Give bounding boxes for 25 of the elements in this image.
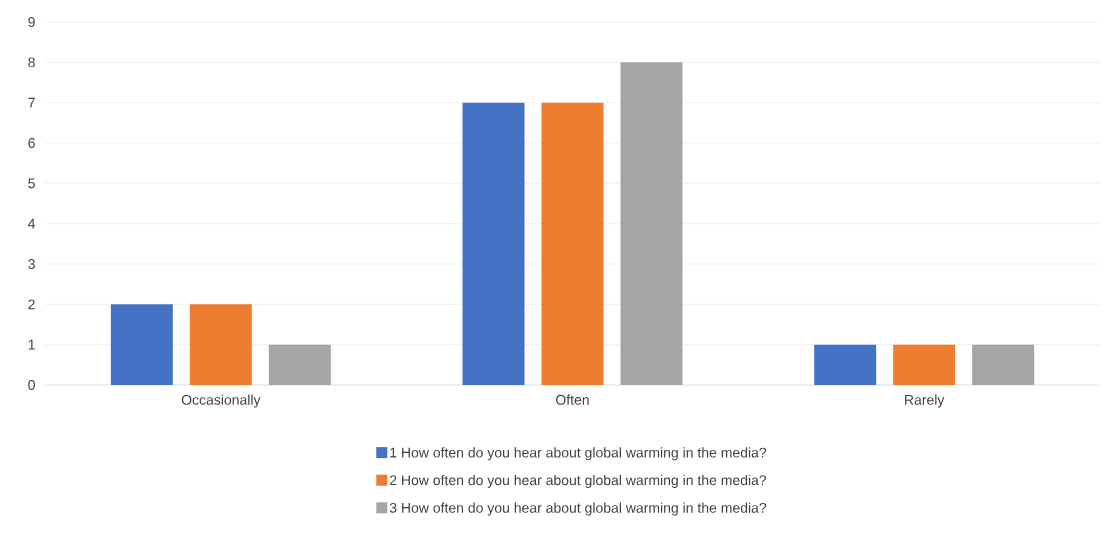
x-tick-label: Rarely (905, 394, 945, 408)
bar (268, 344, 331, 385)
legend-label: 2 How often do you hear about global warming in the media? (389, 474, 767, 488)
y-tick-label: 2 (28, 299, 35, 310)
bar (541, 102, 604, 385)
y-tick-label: 9 (28, 17, 35, 27)
x-tick-label: Often (556, 394, 589, 405)
legend-label: 1 How often do you hear about global warming in the media? (390, 447, 767, 461)
bar (972, 344, 1035, 385)
bar (189, 304, 252, 385)
legend-label: 3 How often do you hear about global warming in the media? (389, 502, 767, 516)
bar (462, 102, 525, 385)
y-tick-label: 1 (28, 339, 35, 350)
y-tick-label: 8 (28, 57, 35, 68)
y-tick-label: 6 (28, 138, 35, 148)
bar (814, 344, 877, 385)
y-tick-label: 5 (28, 178, 35, 189)
x-tick-label: Occasionally (181, 394, 261, 408)
y-tick-label: 0 (28, 380, 35, 390)
bar (893, 344, 956, 385)
y-tick-label: 7 (28, 97, 35, 108)
y-tick-label: 4 (28, 218, 36, 229)
bar (110, 304, 173, 385)
bar (620, 62, 683, 385)
y-tick-label: 3 (28, 259, 35, 269)
